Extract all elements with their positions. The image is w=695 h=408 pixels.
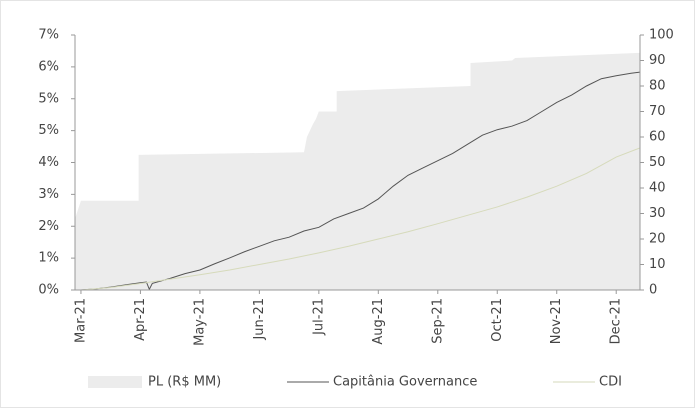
line [80, 71, 641, 291]
y-tick-label: 2% [38, 219, 59, 234]
x-tick-label: Nov-21 [549, 298, 564, 344]
y-tick-label: 7% [38, 28, 59, 43]
x-tick-label: Sep-21 [430, 298, 445, 344]
legend-label: PL (R$ MM) [148, 375, 221, 390]
x-tick-label: Jun-21 [252, 298, 267, 341]
y2-tick-label: 70 [649, 104, 666, 119]
y2-tick-label: 10 [649, 257, 666, 272]
line [80, 147, 641, 291]
y2-tick-label: 30 [649, 206, 666, 221]
y-tick-label: 5% [38, 123, 59, 138]
y-tick-label: 6% [38, 59, 59, 74]
y-tick-label: 0% [38, 283, 59, 298]
x-tick-label: Jul-21 [311, 298, 326, 336]
x-tick-label: Oct-21 [490, 298, 505, 342]
x-tick-label: Aug-21 [371, 298, 386, 345]
x-tick-label: Apr-21 [133, 298, 148, 341]
y2-tick-label: 0 [649, 283, 657, 298]
y2-tick-label: 90 [649, 53, 666, 68]
y-tick-label: 3% [38, 187, 59, 202]
legend-label: CDI [599, 375, 622, 390]
legend-label: Capitânia Governance [333, 375, 477, 390]
x-tick-label: May-21 [192, 298, 207, 346]
x-tick-label: Dec-21 [609, 298, 624, 344]
y2-tick-label: 60 [649, 130, 666, 145]
legend-swatch [88, 376, 142, 388]
y2-tick-label: 20 [649, 232, 666, 247]
y2-tick-label: 40 [649, 181, 666, 196]
x-tick-label: Mar-21 [73, 298, 88, 343]
area [75, 52, 640, 290]
y-tick-label: 5% [38, 91, 59, 106]
y-tick-label: 1% [38, 251, 59, 266]
y2-tick-label: 100 [649, 28, 674, 43]
y2-tick-label: 50 [649, 155, 666, 170]
y2-tick-label: 80 [649, 79, 666, 94]
y-tick-label: 4% [38, 155, 59, 170]
